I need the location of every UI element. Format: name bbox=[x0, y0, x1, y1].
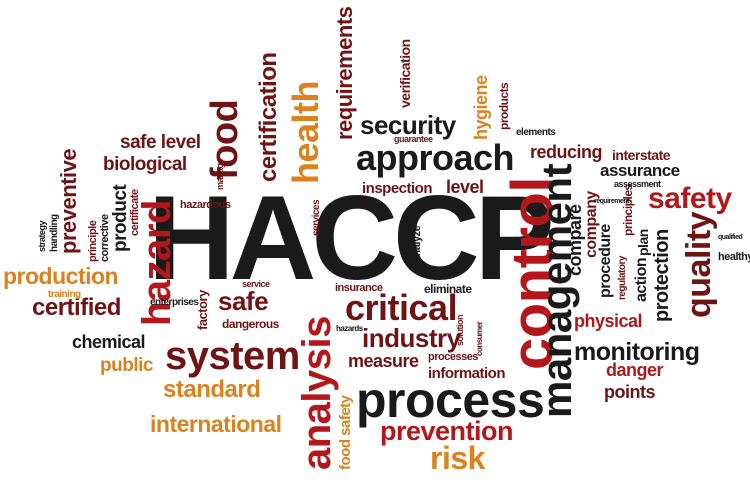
word-management: management bbox=[533, 163, 580, 418]
word-standard: standard bbox=[163, 376, 261, 403]
word-physical: physical bbox=[574, 311, 643, 331]
word-insurance: insurance bbox=[335, 282, 383, 294]
word-healthy: healthy bbox=[718, 251, 750, 263]
word-principle: principle bbox=[87, 220, 99, 262]
word-requirements: requirements bbox=[332, 6, 357, 140]
word-compare: compare bbox=[565, 204, 585, 276]
word-level: level bbox=[446, 177, 484, 197]
word-enterprises: enterprises bbox=[150, 297, 199, 308]
word-measure: measure bbox=[348, 351, 419, 371]
word-food: food bbox=[204, 99, 246, 180]
word-certified: certified bbox=[32, 294, 121, 321]
word-preventive: preventive bbox=[56, 148, 81, 254]
word-system: system bbox=[165, 334, 300, 378]
word-food-safety: food safety bbox=[337, 395, 354, 470]
word-services: services bbox=[311, 199, 322, 236]
word-strategy: strategy bbox=[37, 220, 47, 252]
word-approach: approach bbox=[356, 137, 515, 178]
word-assessment: assessment bbox=[614, 179, 661, 189]
word-certification: certification bbox=[255, 52, 282, 182]
word-analysis: analysis bbox=[295, 316, 339, 470]
word-product: product bbox=[110, 184, 131, 252]
word-public: public bbox=[100, 355, 153, 376]
word-haccp: HACCP bbox=[148, 171, 555, 305]
word-consumer: consumer bbox=[475, 321, 484, 356]
word-health: health bbox=[285, 80, 326, 184]
word-qualified: qualified bbox=[718, 234, 743, 241]
word-security: security bbox=[360, 110, 456, 140]
word-hazards: hazards bbox=[336, 324, 363, 333]
word-action: action bbox=[633, 257, 650, 302]
word-prevention: prevention bbox=[380, 416, 514, 446]
word-chemical: chemical bbox=[72, 332, 146, 352]
word-biological: biological bbox=[103, 154, 187, 175]
word-information: information bbox=[428, 365, 506, 382]
word-safety: safety bbox=[648, 182, 732, 215]
word-points: points bbox=[604, 382, 656, 402]
word-requirement: requirement bbox=[594, 198, 629, 205]
word-danger: danger bbox=[606, 360, 664, 380]
word-interstate: interstate bbox=[612, 147, 671, 163]
word-industry: industry bbox=[362, 323, 461, 353]
word-hazardous: hazardous bbox=[180, 199, 231, 211]
word-critical: critical bbox=[345, 287, 458, 328]
word-procedure: procedure bbox=[597, 224, 614, 298]
word-dangerous: dangerous bbox=[222, 317, 279, 331]
word-monitoring: monitoring bbox=[574, 338, 700, 366]
word-reducing: reducing bbox=[530, 142, 603, 162]
word-handling: handling bbox=[49, 214, 60, 252]
word-hygiene: hygiene bbox=[471, 75, 491, 140]
word-elements: elements bbox=[516, 127, 556, 138]
word-protection: protection bbox=[651, 229, 673, 322]
word-verification: verification bbox=[397, 39, 413, 108]
word-process: process bbox=[356, 372, 545, 428]
word-solution: solution bbox=[455, 315, 465, 346]
word-inspection: inspection bbox=[362, 180, 433, 197]
word-risk: risk bbox=[430, 440, 485, 476]
word-training: training bbox=[48, 289, 81, 300]
word-safe-level: safe level bbox=[120, 132, 201, 153]
word-production: production bbox=[3, 263, 119, 289]
word-regulatory: regulatory bbox=[617, 256, 628, 300]
word-analyze: analyze bbox=[411, 225, 423, 262]
word-principles: principles bbox=[621, 184, 635, 236]
word-assurance: assurance bbox=[600, 161, 680, 180]
word-eliminate: eliminate bbox=[424, 282, 472, 296]
word-plan: plan bbox=[635, 229, 651, 256]
word-international: international bbox=[150, 411, 282, 437]
word-service: service bbox=[242, 279, 270, 289]
word-safe: safe bbox=[218, 286, 269, 316]
word-guarantee: guarantee bbox=[394, 134, 433, 144]
word-quality: quality bbox=[680, 211, 718, 318]
word-manage: manage bbox=[215, 158, 225, 190]
word-certificate: certificate bbox=[129, 189, 141, 236]
word-products: products bbox=[497, 82, 511, 130]
word-processes: processes bbox=[428, 351, 478, 363]
word-corrective: corrective bbox=[99, 214, 111, 262]
